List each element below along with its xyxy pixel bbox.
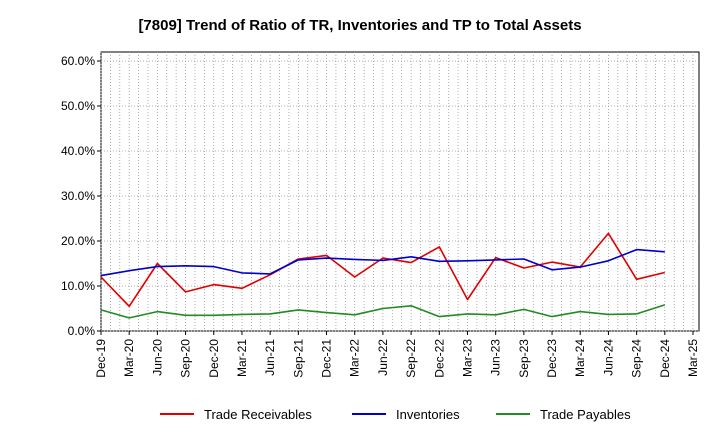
y-tick-label: 40.0% [61,144,95,158]
x-tick-label: Mar-22 [348,339,362,377]
legend-label: Inventories [396,407,460,422]
legend: Trade Receivables Inventories Trade Payabl… [160,407,631,422]
x-tick-label: Mar-24 [573,339,587,377]
x-tick-label: Mar-23 [460,339,474,377]
x-tick-label: Dec-21 [320,339,334,378]
x-tick-label: Sep-22 [404,339,418,378]
x-tick-label: Dec-22 [432,339,446,378]
legend-label: Trade Payables [540,407,631,422]
x-axis: Dec-19 Mar-20 Jun-20 Sep-20 Dec-20 Mar-21 Jun-… [94,331,700,378]
x-tick-label: Sep-20 [179,339,193,378]
x-tick-label: Jun-21 [263,339,277,376]
y-tick-label: 30.0% [61,189,95,203]
y-tick-label: 20.0% [61,234,95,248]
series-line-inventories [100,248,665,277]
series-line-trade-receivables [100,232,665,308]
y-tick-label: 60.0% [61,54,95,68]
plot-area [100,51,700,332]
x-tick-label: Jun-20 [150,339,164,376]
chart-title: [7809] Trend of Ratio of TR, Inventories… [138,17,581,34]
x-tick-label: Dec-19 [94,339,108,378]
x-tick-label: Jun-22 [376,339,390,376]
x-tick-label: Dec-20 [207,339,221,378]
grid-lines [100,52,699,332]
x-tick-label: Dec-24 [658,339,672,378]
x-tick-label: Dec-23 [545,339,559,378]
series-line-trade-payables [100,304,666,319]
series-lines [100,232,666,319]
y-tick-label: 50.0% [61,99,95,113]
x-tick-label: Sep-21 [291,339,305,378]
x-tick-label: Mar-25 [686,339,700,377]
x-tick-label: Mar-21 [235,339,249,377]
y-tick-label: 0.0% [68,324,96,338]
x-tick-label: Jun-23 [489,339,503,376]
x-tick-label: Mar-20 [122,339,136,377]
y-axis: 0.0% 10.0% 20.0% 30.0% 40.0% 50.0% 60.0% [61,54,101,338]
x-tick-label: Sep-23 [517,339,531,378]
x-tick-label: Jun-24 [601,339,615,376]
x-tick-label: Sep-24 [630,339,644,378]
y-tick-label: 10.0% [61,279,95,293]
legend-label: Trade Receivables [204,407,312,422]
